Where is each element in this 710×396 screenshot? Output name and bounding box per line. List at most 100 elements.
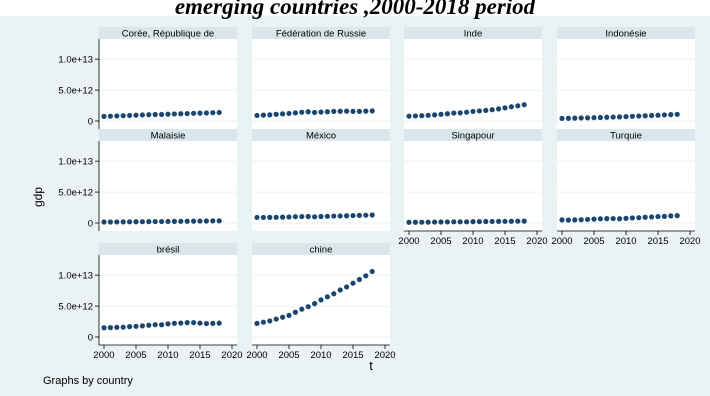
data-point-malaisie	[159, 218, 165, 225]
data-point-coree-republique-de	[203, 110, 209, 116]
data-point-indonesie	[642, 113, 648, 119]
data-point-singapour	[508, 218, 514, 224]
data-point-turquie	[610, 215, 616, 222]
data-point-mexico	[254, 214, 260, 221]
data-point-federation-de-russie	[337, 108, 343, 114]
data-point-malaisie	[107, 219, 113, 225]
data-point-coree-republique-de	[133, 112, 139, 118]
data-point-indonesie	[623, 114, 629, 120]
data-point-malaisie	[203, 218, 209, 224]
data-point-turquie	[617, 216, 623, 222]
y-tick-label: 5.0e+12	[58, 302, 93, 313]
data-point-inde	[476, 108, 482, 114]
data-point-bresil	[203, 320, 209, 327]
data-point-bresil	[210, 320, 216, 326]
data-point-mexico	[318, 213, 324, 220]
x-tick-label: 2015	[647, 236, 668, 247]
data-point-chine	[286, 312, 292, 318]
panel-title-indonesie: Indonésie	[605, 29, 646, 40]
data-point-inde	[521, 102, 527, 108]
data-point-coree-republique-de	[178, 111, 184, 117]
data-point-inde	[438, 111, 444, 117]
data-point-mexico	[324, 213, 330, 219]
x-tick-label: 2000	[398, 236, 419, 247]
data-point-federation-de-russie	[254, 112, 260, 119]
data-point-chine	[363, 273, 369, 279]
data-point-indonesie	[572, 115, 578, 121]
data-point-federation-de-russie	[280, 111, 286, 117]
data-point-chine	[350, 280, 356, 286]
chart-note: Graphs by country	[43, 375, 133, 387]
data-point-singapour	[406, 219, 412, 225]
x-tick-label: 2005	[125, 350, 146, 361]
data-point-malaisie	[133, 219, 139, 225]
data-point-inde	[432, 112, 438, 118]
data-point-turquie	[585, 216, 591, 223]
data-point-turquie	[636, 215, 642, 221]
data-point-bresil	[127, 324, 133, 330]
panel-header-chine	[252, 243, 390, 255]
data-point-mexico	[331, 213, 337, 219]
data-point-malaisie	[216, 218, 222, 224]
data-point-coree-republique-de	[171, 111, 177, 117]
panel-header-indonesie	[557, 27, 695, 39]
panel-header-coree-republique-de	[99, 27, 237, 39]
data-point-singapour	[496, 218, 502, 224]
data-point-indonesie	[617, 114, 623, 120]
data-point-bresil	[197, 320, 203, 326]
data-point-malaisie	[165, 218, 171, 225]
data-point-inde	[464, 109, 470, 115]
panel-plot-area-bresil	[99, 255, 237, 345]
data-point-indonesie	[655, 112, 661, 118]
data-point-singapour	[476, 218, 482, 225]
data-point-mexico	[292, 214, 298, 220]
data-point-coree-republique-de	[159, 111, 165, 118]
x-tick-label: 2010	[310, 350, 331, 361]
data-point-indonesie	[629, 113, 636, 119]
data-point-indonesie	[636, 113, 642, 119]
data-point-chine	[356, 276, 362, 283]
data-point-malaisie	[184, 218, 190, 224]
panel-title-bresil: brésil	[157, 245, 180, 256]
data-point-mexico	[273, 214, 279, 220]
chart-title: emerging countries ,2000-2018 period	[174, 0, 536, 19]
data-point-malaisie	[178, 218, 184, 224]
data-point-chine	[331, 291, 337, 297]
data-point-inde	[483, 107, 489, 113]
data-point-bresil	[184, 320, 190, 326]
data-point-coree-republique-de	[165, 111, 171, 117]
data-point-singapour	[515, 218, 521, 224]
data-point-malaisie	[197, 218, 203, 224]
data-point-bresil	[120, 324, 126, 330]
data-point-inde	[451, 110, 457, 116]
data-point-inde	[489, 107, 495, 113]
data-point-federation-de-russie	[286, 110, 292, 117]
x-tick-label: 2015	[494, 236, 515, 247]
data-point-singapour	[444, 219, 450, 225]
data-point-inde	[412, 113, 418, 119]
panel-title-federation-de-russie: Fédération de Russie	[276, 29, 366, 40]
data-point-turquie	[597, 216, 604, 222]
x-tick-label: 2005	[583, 236, 604, 247]
y-tick-label: 0	[88, 333, 93, 344]
data-point-chine	[267, 318, 273, 324]
data-point-indonesie	[661, 112, 668, 118]
x-tick-label: 2005	[278, 350, 299, 361]
data-point-malaisie	[152, 218, 158, 225]
panel-title-turquie: Turquie	[610, 131, 642, 142]
data-point-coree-republique-de	[120, 113, 126, 119]
panel-header-malaisie	[99, 129, 237, 141]
data-point-malaisie	[114, 219, 120, 225]
data-point-turquie	[642, 214, 648, 220]
y-tick-label: 1.0e+13	[58, 271, 93, 282]
x-tick-label: 2000	[246, 350, 267, 361]
data-point-chine	[344, 284, 350, 290]
data-point-federation-de-russie	[305, 109, 311, 115]
panel-header-bresil	[99, 243, 237, 255]
data-point-turquie	[623, 215, 629, 221]
data-point-federation-de-russie	[363, 108, 369, 114]
data-point-coree-republique-de	[127, 112, 133, 119]
data-point-chine	[305, 304, 311, 310]
data-point-chine	[318, 297, 324, 303]
